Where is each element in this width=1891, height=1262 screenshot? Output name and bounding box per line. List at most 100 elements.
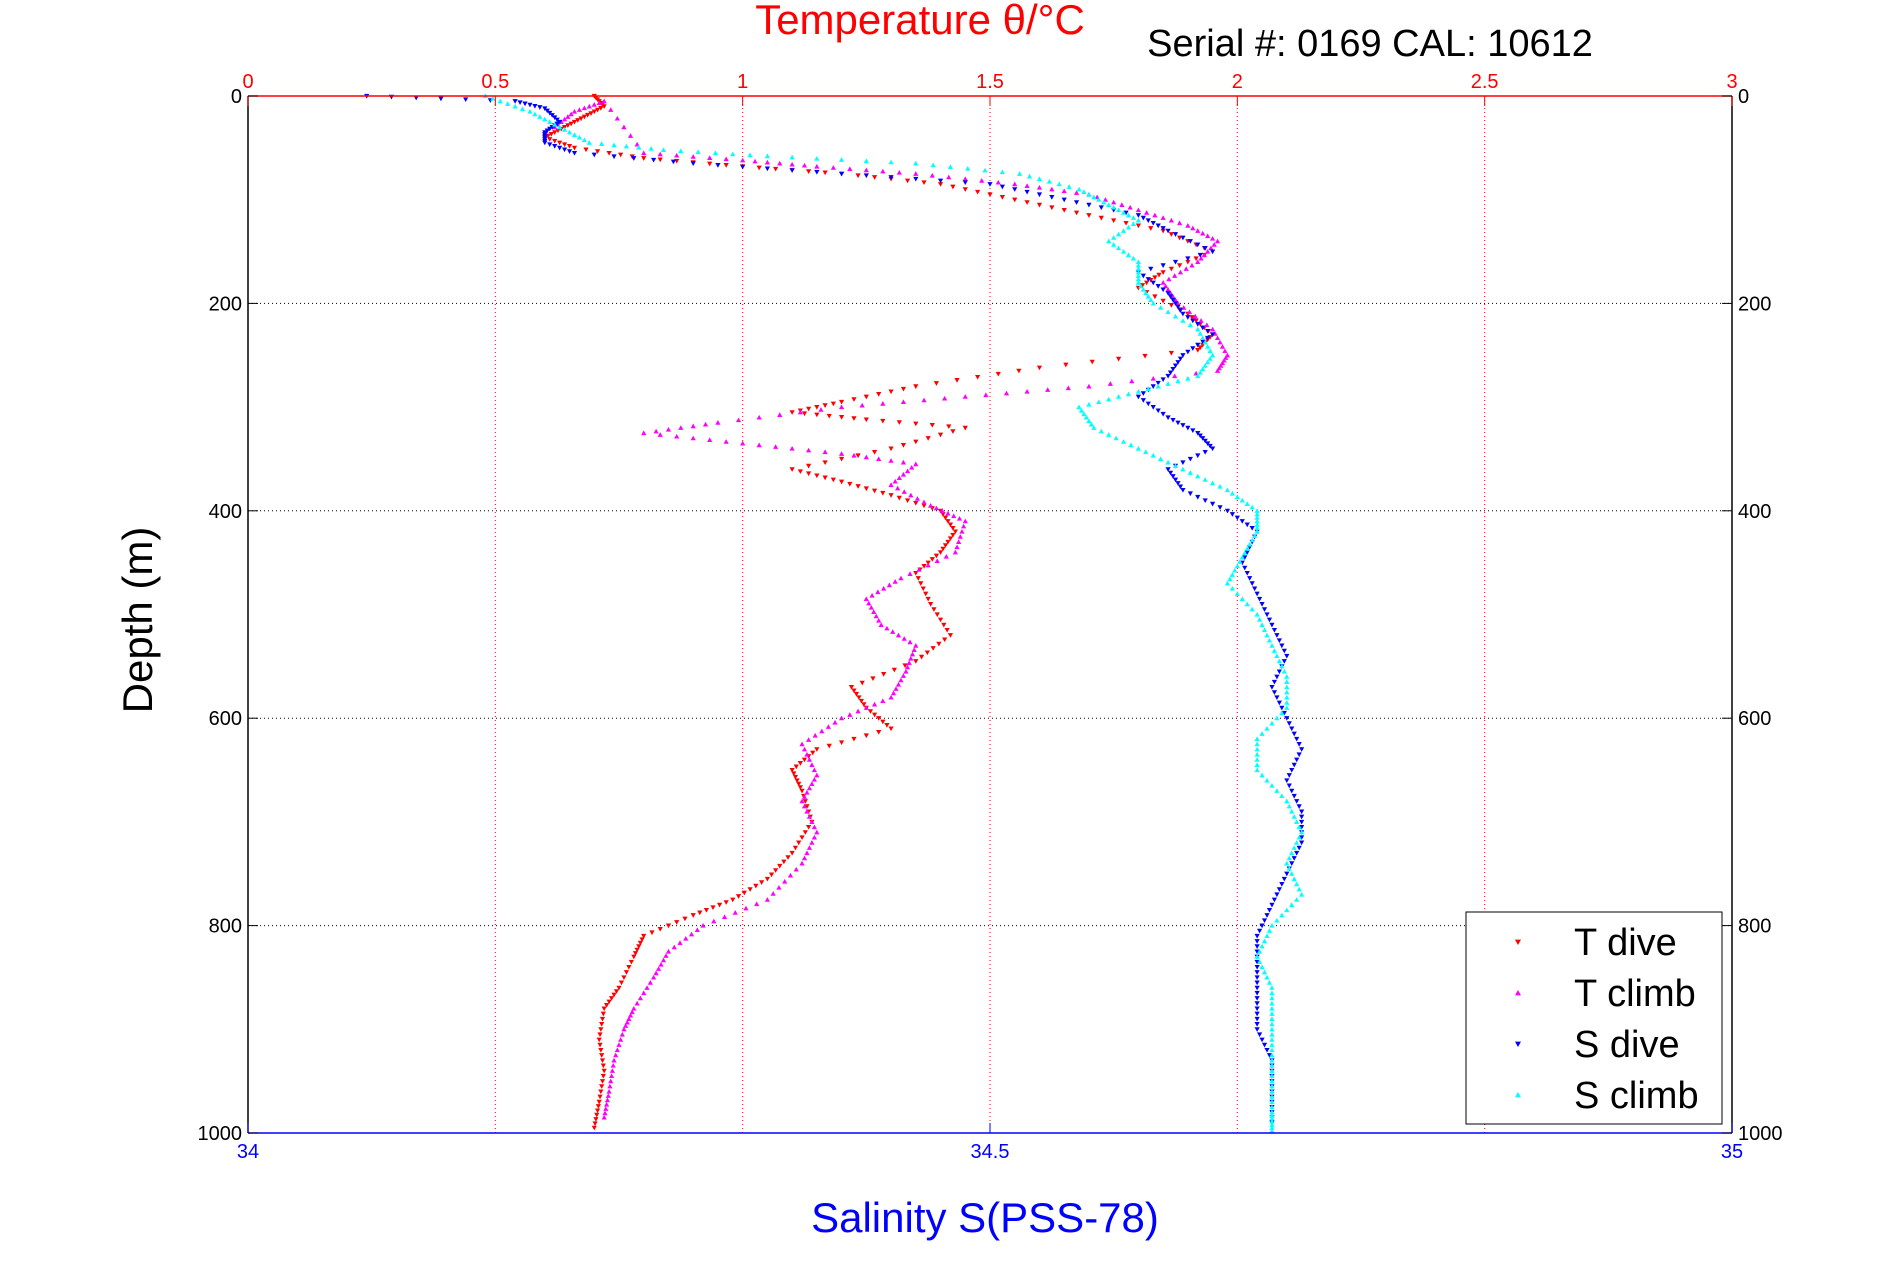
data-point bbox=[1294, 840, 1300, 845]
data-point bbox=[855, 453, 861, 459]
data-point bbox=[900, 459, 907, 465]
data-point bbox=[870, 676, 876, 682]
data-point bbox=[1185, 375, 1191, 381]
data-point bbox=[1274, 892, 1280, 898]
data-point bbox=[1190, 318, 1196, 324]
data-point bbox=[913, 160, 919, 166]
data-point bbox=[1269, 1112, 1275, 1118]
data-point bbox=[913, 421, 919, 427]
data-point bbox=[830, 401, 836, 407]
top-tick-label: 0.5 bbox=[481, 71, 509, 93]
data-point bbox=[649, 930, 655, 936]
data-point bbox=[599, 1079, 606, 1084]
data-point bbox=[1284, 694, 1290, 700]
data-point bbox=[1284, 684, 1290, 690]
data-point bbox=[937, 182, 944, 187]
data-point bbox=[586, 140, 592, 145]
data-point bbox=[1264, 1047, 1270, 1053]
data-point bbox=[586, 103, 592, 109]
data-point bbox=[1276, 669, 1282, 675]
data-point bbox=[1168, 232, 1174, 237]
data-point bbox=[1254, 990, 1260, 996]
data-point bbox=[856, 695, 862, 701]
data-point bbox=[759, 880, 765, 885]
data-point bbox=[947, 522, 954, 528]
data-point bbox=[839, 404, 845, 410]
data-point bbox=[768, 872, 775, 878]
data-point bbox=[950, 532, 956, 538]
data-point bbox=[1180, 423, 1186, 428]
data-point bbox=[947, 164, 954, 169]
data-point bbox=[1269, 1037, 1275, 1042]
data-point bbox=[1106, 238, 1112, 244]
data-point bbox=[1289, 808, 1295, 814]
data-point bbox=[683, 935, 689, 941]
data-point bbox=[794, 778, 800, 784]
data-point bbox=[1175, 481, 1181, 486]
data-point bbox=[878, 622, 884, 627]
data-point bbox=[1189, 262, 1195, 268]
data-point bbox=[1150, 405, 1156, 410]
data-point bbox=[1076, 404, 1082, 410]
data-point bbox=[1269, 995, 1275, 1001]
data-point bbox=[999, 169, 1005, 175]
data-point bbox=[1177, 484, 1184, 490]
data-point bbox=[1294, 819, 1300, 824]
data-point bbox=[707, 155, 713, 160]
data-point bbox=[1155, 380, 1161, 386]
data-point bbox=[547, 119, 553, 125]
data-point bbox=[1166, 276, 1172, 282]
data-point bbox=[1024, 189, 1030, 195]
data-point bbox=[1195, 430, 1201, 436]
data-point bbox=[1089, 359, 1095, 365]
data-point bbox=[913, 461, 919, 467]
data-point bbox=[1279, 663, 1285, 669]
data-point bbox=[962, 176, 968, 182]
data-point bbox=[576, 134, 583, 140]
data-point bbox=[851, 416, 857, 421]
data-point bbox=[723, 163, 729, 168]
data-point bbox=[848, 685, 855, 690]
data-point bbox=[1264, 612, 1270, 618]
data-point bbox=[901, 636, 907, 641]
data-point bbox=[702, 421, 709, 427]
data-point bbox=[1279, 912, 1285, 918]
data-point bbox=[1168, 217, 1174, 223]
data-point bbox=[811, 767, 817, 773]
data-point bbox=[1279, 793, 1285, 799]
data-point bbox=[606, 999, 612, 1005]
data-point bbox=[591, 109, 597, 115]
data-point bbox=[1252, 586, 1258, 592]
data-point bbox=[1266, 928, 1273, 933]
data-point bbox=[1291, 814, 1297, 819]
data-point bbox=[1116, 245, 1122, 251]
data-point bbox=[636, 944, 642, 949]
left-tick-label: 0 bbox=[231, 86, 242, 108]
data-point bbox=[875, 589, 881, 595]
top-tick-label: 3 bbox=[1726, 71, 1737, 93]
data-point bbox=[806, 463, 812, 469]
data-point bbox=[1254, 736, 1260, 742]
data-point bbox=[1254, 522, 1260, 527]
data-point bbox=[1239, 497, 1245, 503]
data-point bbox=[581, 114, 587, 120]
data-point bbox=[740, 157, 746, 163]
data-point bbox=[1180, 460, 1186, 466]
data-point bbox=[657, 432, 663, 437]
data-point bbox=[871, 449, 878, 455]
data-point bbox=[1083, 414, 1090, 420]
data-point bbox=[1123, 220, 1129, 226]
data-point bbox=[1172, 463, 1179, 468]
data-point bbox=[1198, 318, 1204, 323]
data-point bbox=[1155, 284, 1161, 289]
data-point bbox=[1210, 249, 1216, 255]
data-point bbox=[1254, 767, 1260, 773]
data-point bbox=[1261, 607, 1268, 612]
data-point bbox=[1177, 235, 1183, 241]
data-point bbox=[665, 948, 672, 954]
data-point bbox=[942, 637, 948, 643]
data-point bbox=[773, 166, 779, 172]
data-point bbox=[907, 571, 913, 576]
data-point bbox=[806, 825, 812, 830]
data-point bbox=[945, 519, 951, 524]
